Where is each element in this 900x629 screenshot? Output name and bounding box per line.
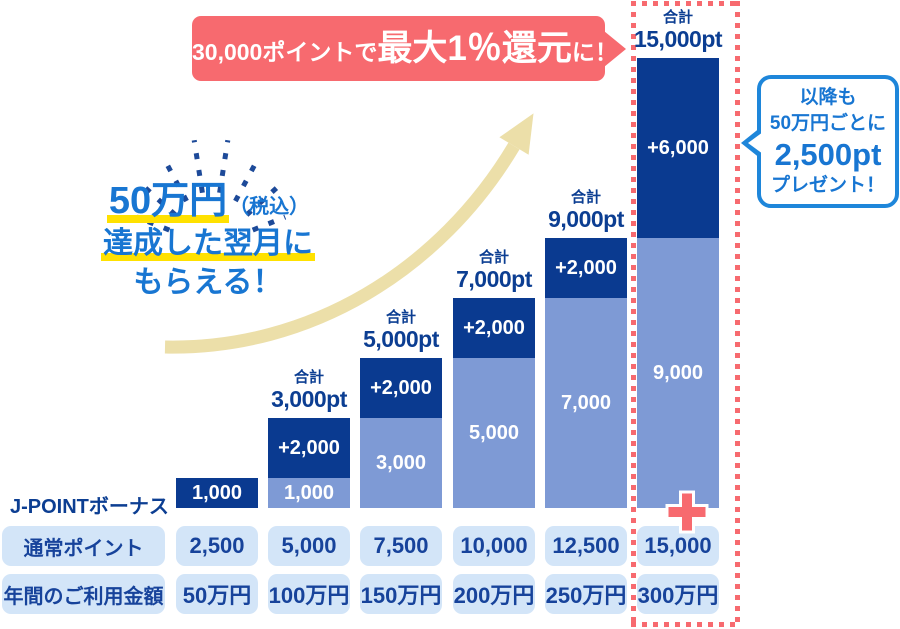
promo-line-2: 達成した翌月に: [101, 226, 315, 261]
bar-segment-dark-4: +2,000: [453, 298, 535, 358]
bar-segment-light-5: 7,000: [545, 298, 627, 508]
frame-edge-right: [735, 1, 740, 627]
plus-icon: [665, 490, 709, 534]
bar-segment-light-6: 9,000: [637, 238, 719, 508]
frame-edge-top: [631, 1, 740, 6]
promo-text-block: 50万円 （税込） 達成した翌月に もらえる！: [86, 180, 330, 303]
total-label-2: 合計 3,000pt: [247, 369, 371, 413]
annual-amount-value-2: 100万円: [268, 574, 350, 614]
promo-tax-note: （税込）: [229, 196, 310, 218]
normal-points-value-2: 5,000: [268, 526, 350, 566]
total-prefix: 合計: [385, 309, 416, 326]
promo-line-1: 50万円 （税込）: [86, 180, 330, 224]
total-prefix: 合計: [570, 189, 601, 206]
total-label-6: 合計 15,000pt: [616, 9, 740, 53]
frame-edge-left: [631, 1, 636, 627]
total-prefix: 合計: [662, 9, 693, 26]
annual-amount-value-3: 150万円: [360, 574, 442, 614]
highlight-frame: [631, 1, 740, 627]
promo-amount: 50万円: [106, 180, 230, 223]
total-value: 3,000pt: [271, 386, 347, 413]
annual-amount-value-5: 250万円: [545, 574, 627, 614]
total-label-5: 合計 9,000pt: [524, 189, 648, 233]
growth-arrowhead: [499, 113, 534, 155]
bar-segment-light-2: 1,000: [268, 478, 350, 508]
bar-segment-light-3: 3,000: [360, 418, 442, 508]
normal-points-value-4: 10,000: [453, 526, 535, 566]
total-label-4: 合計 7,000pt: [432, 249, 556, 293]
total-value: 5,000pt: [363, 326, 439, 353]
banner-text-highlight: 最大1％還元: [377, 29, 572, 68]
bar-segment-dark-6: +6,000: [637, 58, 719, 238]
callout-line-4: プレゼント！: [770, 175, 885, 197]
banner-text-prefix: 30,000ポイントで: [192, 39, 378, 65]
growth-arrow-icon: [164, 113, 534, 354]
bar-segment-dark-1: 1,000: [176, 478, 258, 508]
callout-points-value: 2,500pt: [774, 137, 882, 173]
callout-bubble: 以降も 50万円ごとに 2,500pt プレゼント！: [741, 75, 899, 208]
top-banner: 30,000ポイントで最大1％還元に！: [192, 16, 626, 81]
bar-segment-dark-5: +2,000: [545, 238, 627, 298]
total-prefix: 合計: [478, 249, 509, 266]
annual-amount-row-label: 年間のご利用金額: [2, 574, 165, 614]
normal-points-value-3: 7,500: [360, 526, 442, 566]
bar-segment-dark-2: +2,000: [268, 418, 350, 478]
total-value: 9,000pt: [548, 206, 624, 233]
total-value: 15,000pt: [633, 26, 723, 53]
total-value: 7,000pt: [456, 266, 532, 293]
total-label-3: 合計 5,000pt: [339, 309, 463, 353]
normal-points-value-1: 2,500: [176, 526, 258, 566]
normal-points-value-5: 12,500: [545, 526, 627, 566]
normal-points-row-label: 通常ポイント: [2, 526, 165, 566]
normal-points-value-6: 15,000: [637, 526, 719, 566]
bar-segment-light-4: 5,000: [453, 358, 535, 508]
bar-segment-dark-3: +2,000: [360, 358, 442, 418]
total-prefix: 合計: [293, 369, 324, 386]
annual-amount-value-1: 50万円: [176, 574, 258, 614]
frame-edge-bottom: [631, 622, 740, 627]
annual-amount-value-6: 300万円: [637, 574, 719, 614]
bonus-row-label: J-POINTボーナス: [10, 496, 169, 518]
promo-line-3: もらえる！: [133, 266, 283, 300]
callout-line-2: 50万円ごとに: [769, 112, 887, 134]
callout-line-1: 以降も: [799, 87, 857, 108]
annual-amount-value-4: 200万円: [453, 574, 535, 614]
